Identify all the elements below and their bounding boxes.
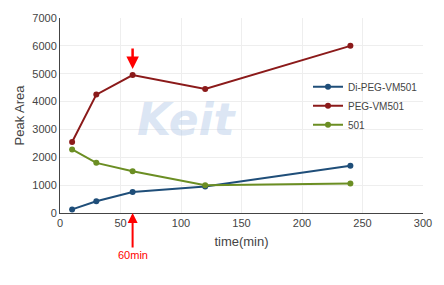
svg-text:0: 0 [57, 217, 63, 229]
svg-text:Di-PEG-VM501: Di-PEG-VM501 [348, 82, 417, 93]
svg-text:200: 200 [293, 217, 311, 229]
svg-text:7000: 7000 [32, 12, 56, 24]
svg-text:4000: 4000 [32, 95, 56, 107]
svg-text:2000: 2000 [32, 151, 56, 163]
svg-text:250: 250 [353, 217, 371, 229]
svg-text:Keit: Keit [137, 94, 237, 145]
svg-text:6000: 6000 [32, 40, 56, 52]
svg-text:time(min): time(min) [214, 234, 268, 249]
svg-text:1000: 1000 [32, 179, 56, 191]
svg-text:PEG-VM501: PEG-VM501 [348, 101, 405, 112]
svg-text:5000: 5000 [32, 68, 56, 80]
svg-text:3000: 3000 [32, 123, 56, 135]
svg-text:Peak Area: Peak Area [12, 85, 27, 146]
svg-text:501: 501 [348, 120, 365, 131]
svg-text:0: 0 [51, 207, 57, 219]
svg-text:50: 50 [114, 217, 126, 229]
svg-text:100: 100 [172, 217, 190, 229]
svg-text:300: 300 [414, 217, 432, 229]
svg-text:150: 150 [232, 217, 250, 229]
svg-text:60min: 60min [118, 249, 148, 261]
